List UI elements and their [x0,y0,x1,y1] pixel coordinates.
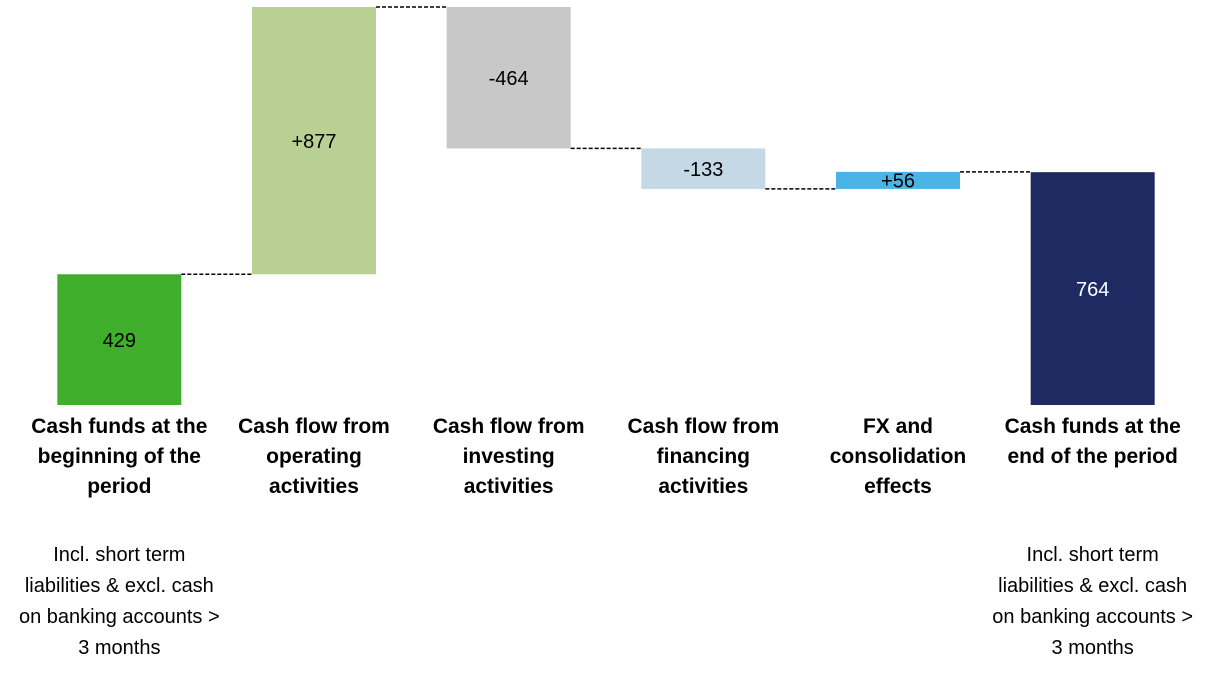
value-label: -464 [489,68,529,90]
category-label: Cash funds at the end of the period [1004,415,1181,468]
bar [641,148,766,189]
value-label: +877 [291,131,336,153]
category-label: Cash flow from financing activities [627,415,780,498]
category-label: Cash funds at the beginning of the perio… [31,415,208,498]
category-label: FX and consolidation effects [829,415,967,498]
category-label: Cash flow from operating activities [238,415,390,498]
value-label: 764 [1076,279,1109,301]
bar [446,7,571,149]
bar [252,7,376,275]
annotation: Incl. short term liabilities & excl. cas… [18,544,220,659]
bar [1030,172,1155,405]
bar [836,171,960,189]
value-label: -133 [683,159,723,181]
annotation: Incl. short term liabilities & excl. cas… [992,544,1193,659]
value-label: +56 [881,171,915,193]
bar [57,274,182,405]
category-label: Cash flow from investing activities [432,415,585,498]
value-label: 429 [103,330,136,352]
